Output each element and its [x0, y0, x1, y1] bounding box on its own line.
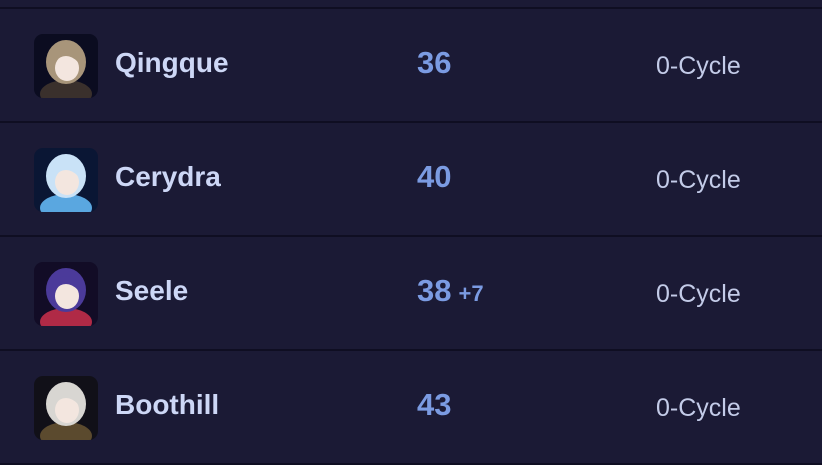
character-row[interactable]: Cerydra 40 0-Cycle [0, 123, 822, 237]
character-row[interactable]: Seele 38 +7 0-Cycle [0, 237, 822, 351]
character-name: Qingque [115, 47, 229, 78]
character-level: 43 [417, 387, 452, 422]
character-name: Boothill [115, 389, 220, 420]
character-avatar [34, 148, 98, 212]
character-level: 36 [417, 45, 452, 80]
character-avatar [34, 262, 98, 326]
character-level: 38 +7 [417, 273, 484, 308]
character-cycle: 0-Cycle [656, 52, 741, 80]
character-level: 40 [417, 159, 452, 194]
character-name: Cerydra [115, 161, 221, 192]
character-avatar [34, 34, 98, 98]
character-cycle: 0-Cycle [656, 166, 741, 194]
character-name: Seele [115, 275, 189, 306]
divider [0, 0, 822, 9]
character-row[interactable]: Qingque 36 0-Cycle [0, 9, 822, 123]
level-bonus: +7 [458, 281, 484, 306]
character-cycle: 0-Cycle [656, 280, 741, 308]
character-avatar [34, 376, 98, 440]
character-cycle: 0-Cycle [656, 394, 741, 422]
character-row[interactable]: Boothill 43 0-Cycle [0, 351, 822, 465]
